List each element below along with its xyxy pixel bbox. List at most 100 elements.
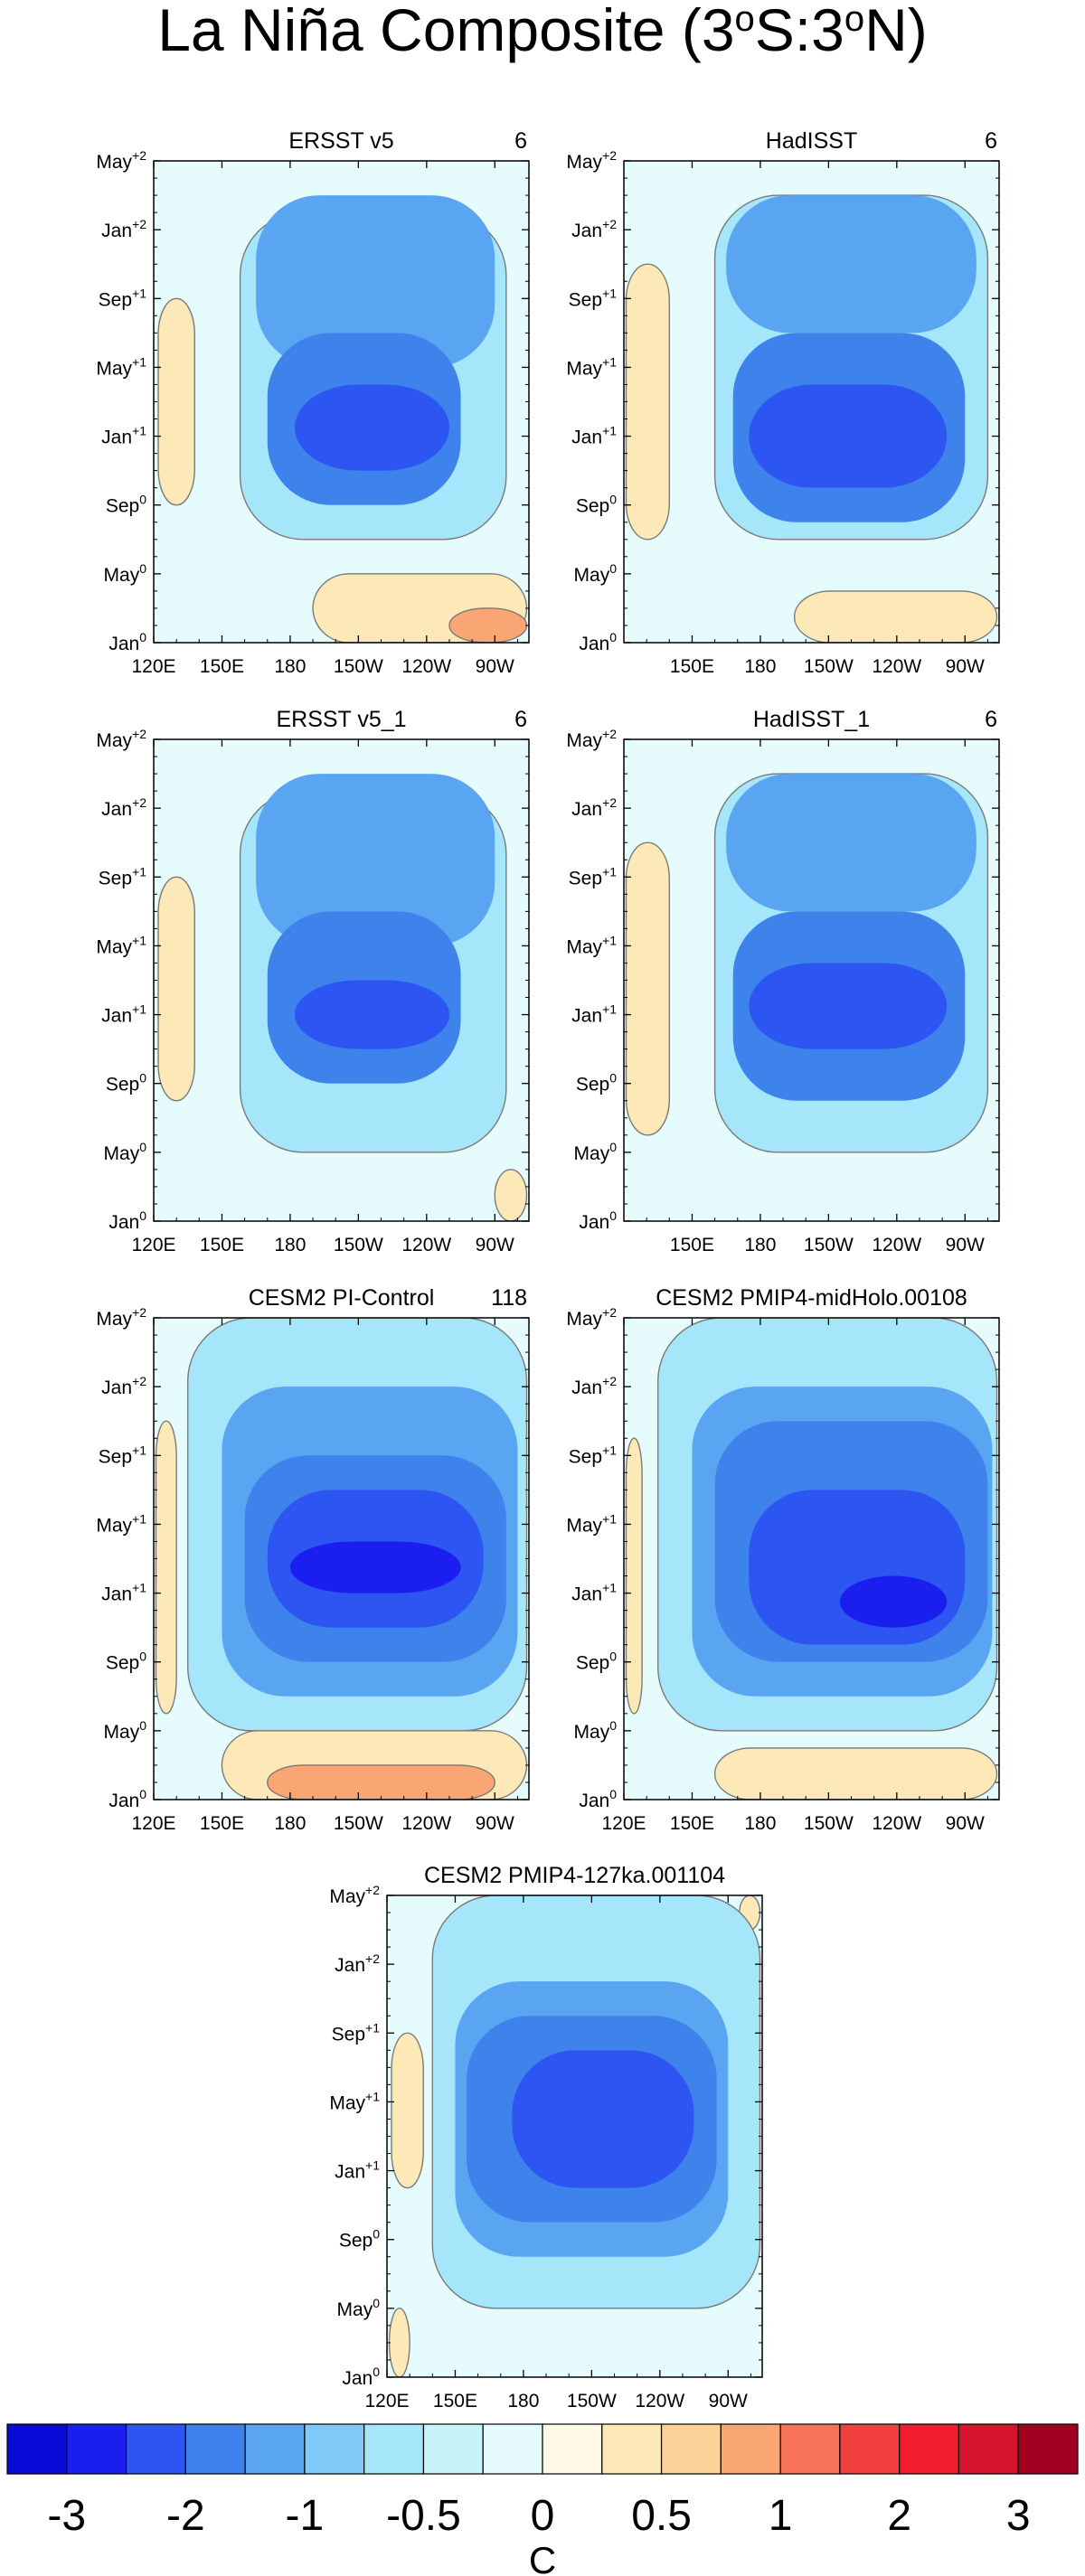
panel-count: 6	[985, 707, 997, 732]
x-tick-label: 120W	[401, 1813, 451, 1834]
panel-title: HadISST_1	[753, 707, 870, 732]
warm-anomaly-zone	[625, 263, 671, 541]
x-tick-label: 150W	[334, 1235, 383, 1255]
colorbar-swatch	[779, 2423, 841, 2475]
x-tick-label: 150E	[200, 656, 244, 677]
y-tick-label: Jan+2	[571, 795, 617, 820]
y-tick-label: Jan+2	[571, 1374, 617, 1398]
colorbar-swatch	[958, 2423, 1019, 2475]
x-tick-label: 150E	[200, 1235, 244, 1255]
anomaly-field	[154, 161, 529, 643]
y-tick-label: Sep+1	[569, 864, 618, 888]
panel-cesm2-pmip4-127ka-001104: CESM2 PMIP4-127ka.001104 Jan0 May0 Sep0 Jan+…	[329, 1863, 763, 2411]
x-tick-label: 150E	[670, 1235, 714, 1255]
y-tick-label: Sep+1	[569, 286, 618, 310]
cold-anomaly-zone	[749, 1490, 966, 1645]
x-tick-label: 120E	[601, 1813, 646, 1834]
colorbar-swatch	[542, 2423, 603, 2475]
anomaly-field	[624, 739, 999, 1221]
colorbar-label: -3	[47, 2492, 86, 2540]
figure-title: La Niña Composite (3oS:3oN)	[157, 0, 928, 63]
x-tick-label: 150W	[334, 656, 383, 677]
y-tick-label: May0	[574, 1140, 618, 1164]
x-tick-label: 90W	[946, 1813, 985, 1834]
cold-anomaly-zone	[289, 1541, 461, 1594]
panel-count: 6	[514, 128, 527, 154]
y-tick-label: Jan+1	[571, 1002, 617, 1027]
colorbar-label: 3	[1006, 2492, 1031, 2540]
panel-title: ERSST v5_1	[276, 707, 406, 732]
colorbar-label: -0.5	[386, 2492, 461, 2540]
colorbar-swatch	[363, 2423, 425, 2475]
y-tick-label: Jan+1	[571, 1581, 617, 1605]
cold-anomaly-zone	[726, 774, 976, 912]
panel-title: CESM2 PI-Control	[249, 1285, 435, 1311]
panel-ersst-v5: ERSST v5 6 Jan0 May0 Sep0 Jan+1 May+1 Sep+1 Jan+…	[96, 128, 530, 677]
colorbar-swatch	[482, 2423, 543, 2475]
y-tick-label: Jan+1	[335, 2158, 380, 2183]
panel-title: ERSST v5	[288, 128, 393, 154]
y-tick-label: Jan+2	[101, 795, 146, 820]
y-tick-label: Jan0	[108, 1208, 146, 1233]
colorbar-swatch	[6, 2423, 68, 2475]
y-tick-label: May0	[104, 1718, 147, 1743]
colorbar-swatch	[720, 2423, 781, 2475]
y-tick-label: May+2	[96, 1305, 146, 1330]
warm-anomaly-zone	[267, 1764, 495, 1800]
cold-anomaly-zone	[294, 980, 449, 1049]
y-tick-label: May0	[337, 2296, 381, 2320]
x-tick-label: 150E	[433, 2391, 477, 2411]
y-tick-label: Jan+2	[571, 217, 617, 241]
y-tick-label: May0	[104, 1140, 147, 1164]
x-tick-label: 150E	[670, 1813, 714, 1834]
y-tick-label: May+1	[329, 2089, 380, 2113]
colorbar-swatch	[66, 2423, 127, 2475]
x-tick-label: 120E	[131, 656, 175, 677]
y-tick-label: Jan0	[108, 630, 146, 654]
y-tick-label: May+2	[566, 1305, 617, 1330]
warm-anomaly-zone	[625, 841, 671, 1136]
y-tick-label: Jan0	[108, 1787, 146, 1811]
panel-cesm2-pmip4-midholo-00108: CESM2 PMIP4-midHolo.00108 Jan0 May0 Sep0 Jan…	[566, 1285, 1000, 1834]
warm-anomaly-zone	[494, 1169, 528, 1221]
panel-hadisst-1: HadISST_1 6 Jan0 May0 Sep0 Jan+1 May+1 Sep+1 Jan…	[566, 707, 1000, 1255]
colorbar-unit: C	[529, 2539, 556, 2576]
y-tick-label: Sep+1	[99, 864, 147, 888]
y-tick-label: May+2	[329, 1883, 380, 1907]
colorbar-swatch	[601, 2423, 663, 2475]
y-tick-label: May+1	[96, 933, 146, 957]
y-tick-label: May+2	[566, 727, 617, 751]
warm-anomaly-zone	[157, 297, 195, 506]
x-tick-label: 90W	[476, 1813, 514, 1834]
title-end: N)	[864, 0, 928, 63]
y-tick-label: Sep+1	[569, 1443, 618, 1467]
y-tick-label: Jan0	[342, 2364, 380, 2389]
anomaly-field	[624, 1318, 999, 1800]
anomaly-field	[154, 1318, 529, 1800]
y-tick-label: May+1	[566, 354, 617, 379]
colorbar-label: -1	[286, 2492, 325, 2540]
x-tick-label: 180	[744, 1813, 776, 1834]
x-tick-label: 120W	[401, 1235, 451, 1255]
title-main: La Niña Composite (3	[157, 0, 734, 63]
x-tick-label: 90W	[946, 656, 985, 677]
x-tick-label: 120E	[131, 1235, 175, 1255]
colorbar-label: -2	[166, 2492, 205, 2540]
y-tick-label: May+1	[566, 933, 617, 957]
y-tick-label: Jan+1	[101, 1002, 146, 1027]
y-tick-label: May+2	[96, 727, 146, 751]
cold-anomaly-zone	[749, 384, 948, 488]
colorbar-swatch	[184, 2423, 246, 2475]
warm-anomaly-zone	[793, 590, 998, 643]
panel-count: 6	[514, 707, 527, 732]
title-degree-2: o	[844, 0, 864, 39]
cold-anomaly-zone	[749, 963, 948, 1049]
x-tick-label: 150W	[804, 1235, 854, 1255]
x-tick-label: 150W	[804, 656, 854, 677]
warm-anomaly-zone	[448, 607, 528, 643]
y-tick-label: May+1	[96, 1511, 146, 1536]
y-tick-label: May0	[574, 1718, 618, 1743]
cold-anomaly-zone	[294, 384, 449, 471]
y-tick-label: Sep0	[106, 1650, 146, 1674]
x-tick-label: 120W	[872, 1235, 921, 1255]
